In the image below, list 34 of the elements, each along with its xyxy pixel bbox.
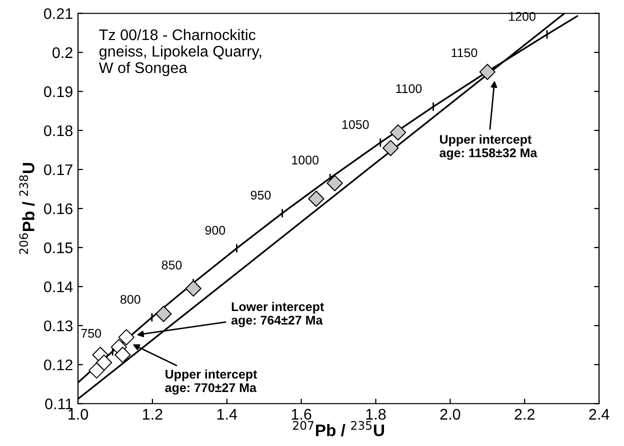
x-tick-label: 1.4 — [217, 409, 238, 420]
x-tick-label: 2.2 — [514, 408, 534, 420]
annotation: Upper intercept age: 770±27 Ma — [165, 369, 258, 395]
y-tick-label: 0.18 — [44, 125, 72, 136]
annotation: 850 — [162, 260, 182, 270]
x-tick-label: 1.6 — [292, 408, 312, 420]
annotation: Tz 00/18 - Charnockitic gneiss, Lipokela Quarry, W of Songea — [98, 28, 262, 76]
x-axis-title: $^{207}$Pb / $^{235}$U — [293, 421, 384, 436]
annotation: Lower intercept age: 764±27 Ma — [231, 302, 324, 328]
x-tick-label: 2.0 — [440, 408, 460, 420]
x-tick-label: 1.2 — [142, 408, 162, 420]
x-tick-label: 1.0 — [68, 408, 88, 420]
y-tick-label: 0.17 — [44, 164, 72, 176]
annotation: 900 — [205, 226, 226, 235]
annotation: 1050 — [342, 120, 369, 129]
y-tick-label: 0.21 — [44, 8, 72, 20]
y-tick-label: 0.11 — [45, 398, 72, 410]
annotation: 1100 — [396, 84, 422, 94]
y-tick-label: 0.13 — [44, 320, 72, 332]
annotation: Upper intercept age: 1158±32 Ma — [440, 134, 538, 160]
annotation: 750 — [81, 328, 102, 338]
y-tick-label: 0.2 — [52, 47, 72, 58]
annotation: 800 — [120, 294, 140, 304]
y-tick-label: 0.14 — [44, 281, 73, 292]
x-tick-label: 1.8 — [366, 408, 386, 420]
annotation: 950 — [250, 190, 271, 200]
x-tick-label: 2.4 — [589, 408, 610, 420]
y-tick-label: 0.15 — [44, 242, 72, 254]
y-tick-label: 0.12 — [44, 359, 72, 370]
annotation: 1000 — [292, 156, 319, 164]
y-axis-title: $^{206}$Pb / $^{238}$U — [19, 163, 35, 254]
y-tick-label: 0.19 — [44, 86, 72, 98]
annotation: 1150 — [452, 48, 478, 58]
y-tick-label: 0.16 — [44, 203, 72, 214]
